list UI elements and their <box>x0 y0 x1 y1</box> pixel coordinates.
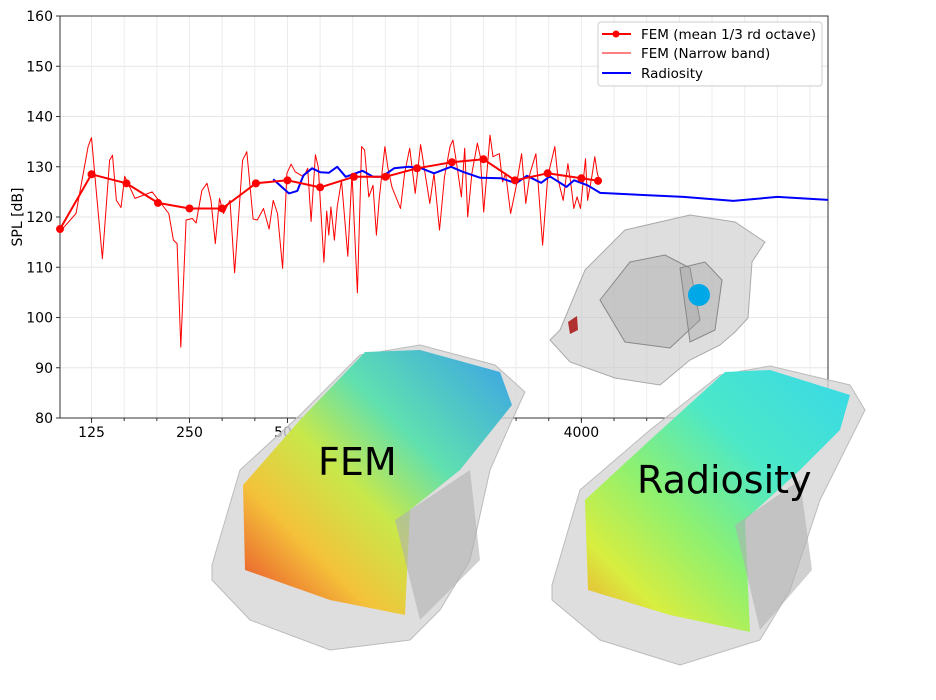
radiosity-overlay-label: Radiosity <box>637 458 812 502</box>
data-point <box>218 204 227 213</box>
y-tick-label: 80 <box>35 411 53 427</box>
series-line-fem-mean-1-3-rd-octave <box>59 158 599 230</box>
y-tick-label: 100 <box>26 311 53 327</box>
data-point <box>122 179 131 188</box>
data-point <box>185 204 194 213</box>
legend-label: FEM (mean 1/3 rd octave) <box>641 27 816 43</box>
x-tick-label: 125 <box>78 425 105 441</box>
data-point <box>577 174 586 183</box>
car-cabin-model <box>549 214 766 386</box>
legend-label: Radiosity <box>641 66 703 82</box>
series-line-fem-narrow-band <box>61 134 601 348</box>
x-tick-label: 250 <box>176 425 203 441</box>
data-point <box>447 158 456 167</box>
y-tick-label: 130 <box>26 160 53 176</box>
data-point <box>283 176 292 185</box>
grid <box>60 15 828 419</box>
y-tick-label: 160 <box>26 9 53 25</box>
legend-item-fem-narrow: FEM (Narrow band) <box>602 46 770 62</box>
y-tick-label: 90 <box>35 361 53 377</box>
legend: FEM (mean 1/3 rd octave) FEM (Narrow ban… <box>597 21 823 87</box>
data-point <box>87 170 96 179</box>
legend-item-fem-mean: FEM (mean 1/3 rd octave) <box>602 27 816 43</box>
data-point <box>316 183 325 192</box>
data-point <box>594 176 603 185</box>
radiosity-car-model <box>551 365 866 666</box>
data-point <box>381 172 390 181</box>
series-lines <box>56 134 829 348</box>
data-point <box>510 176 519 185</box>
series-line-radiosity <box>272 165 829 202</box>
legend-item-radiosity: Radiosity <box>602 66 703 82</box>
legend-label: FEM (Narrow band) <box>641 46 770 62</box>
fem-car-model <box>211 344 526 651</box>
y-tick-label: 110 <box>26 260 53 276</box>
data-point <box>543 169 552 178</box>
fem-overlay-label: FEM <box>318 440 397 484</box>
y-axis-label: SPL [dB] <box>10 188 26 247</box>
data-point <box>479 155 488 164</box>
data-point <box>153 198 162 207</box>
x-tick-label: 4000 <box>564 425 600 441</box>
y-tick-label: 120 <box>26 210 53 226</box>
y-tick-label: 150 <box>26 59 53 75</box>
data-point <box>349 172 358 181</box>
data-point <box>412 164 421 173</box>
data-point <box>251 179 260 188</box>
y-tick-label: 140 <box>26 110 53 126</box>
source-marker <box>568 316 578 334</box>
data-point <box>56 225 64 234</box>
receiver-marker <box>688 284 710 306</box>
